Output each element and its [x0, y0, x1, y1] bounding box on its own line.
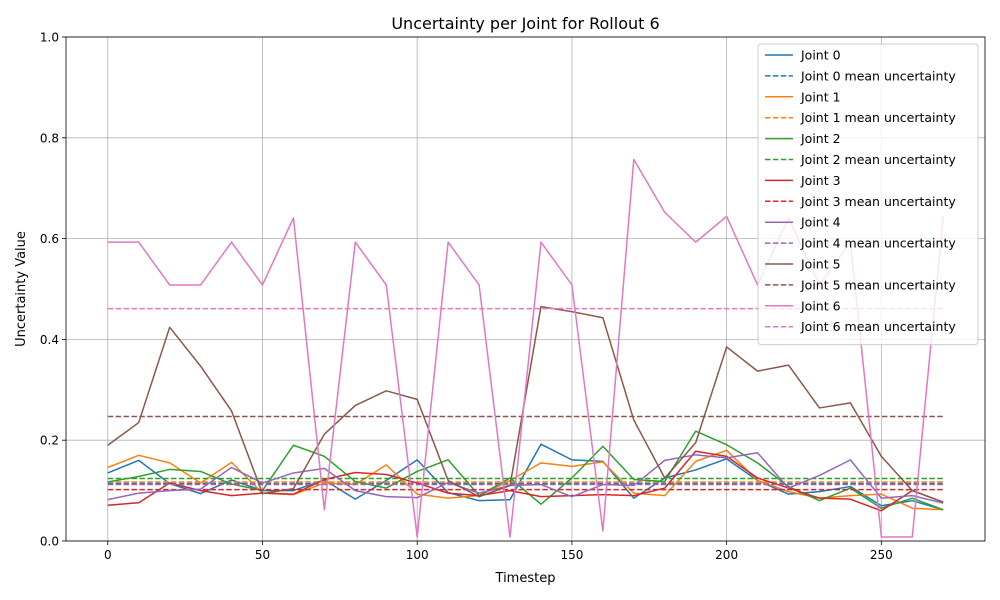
legend-entry-joint-3-mean-label: Joint 3 mean uncertainty — [800, 194, 956, 209]
y-tick-label: 0.8 — [40, 131, 59, 145]
legend: Joint 0 Joint 0 mean uncertainty Joint 1 Jo… — [757, 43, 979, 346]
legend-entry-joint-4-label: Joint 4 — [800, 215, 841, 230]
series-line-joint-1 — [107, 449, 944, 511]
legend-entry-joint-5-mean-label: Joint 5 mean uncertainty — [800, 277, 956, 292]
y-axis: 0.0 0.2 0.4 0.6 0.8 1.0 — [40, 31, 66, 549]
y-axis-label: Uncertainty Value — [14, 231, 29, 347]
legend-entry-joint-4-mean-label: Joint 4 mean uncertainty — [800, 236, 956, 251]
legend-entry-joint-1-mean-label: Joint 1 mean uncertainty — [800, 110, 956, 125]
x-tick-label: 0 — [104, 548, 112, 562]
series-line-joint-3 — [107, 450, 944, 512]
y-tick-label: 0.6 — [40, 232, 59, 246]
y-tick-label: 0.2 — [40, 434, 59, 448]
y-tick-label: 1.0 — [40, 31, 59, 45]
x-axis: 0 50 100 150 200 250 — [104, 541, 893, 562]
legend-entry-joint-2-label: Joint 2 — [800, 131, 841, 146]
series-line-joint-4 — [107, 452, 944, 504]
x-tick-label: 200 — [715, 548, 738, 562]
legend-entry-joint-6-label: Joint 6 — [800, 298, 841, 313]
legend-entry-joint-2-mean-label: Joint 2 mean uncertainty — [800, 152, 956, 167]
legend-entry-joint-0-mean-label: Joint 0 mean uncertainty — [800, 68, 956, 83]
x-tick-label: 150 — [560, 548, 583, 562]
legend-box — [757, 43, 979, 346]
legend-entry-joint-6-mean-label: Joint 6 mean uncertainty — [800, 319, 956, 334]
series-layer — [107, 158, 944, 538]
y-tick-label: 0.4 — [40, 333, 59, 347]
legend-entry-joint-5-label: Joint 5 — [800, 257, 841, 272]
y-tick-label: 0.0 — [40, 535, 59, 549]
plot-frame — [65, 36, 986, 542]
legend-entry-joint-3-label: Joint 3 — [800, 173, 841, 188]
x-tick-label: 250 — [870, 548, 893, 562]
x-tick-label: 50 — [255, 548, 270, 562]
chart-title: Uncertainty per Joint for Rollout 6 — [391, 14, 659, 33]
legend-entry-joint-0-label: Joint 0 — [800, 48, 841, 63]
legend-entry-joint-1-label: Joint 1 — [800, 89, 841, 104]
x-axis-label: Timestep — [495, 571, 556, 586]
x-tick-label: 100 — [406, 548, 429, 562]
